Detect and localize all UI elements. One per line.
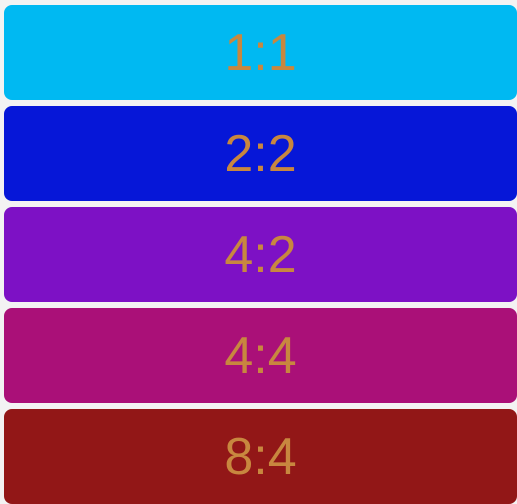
ratio-option-label: 8:4 <box>224 427 297 486</box>
ratio-option-label: 4:4 <box>224 326 297 385</box>
ratio-option-4-2[interactable]: 4:2 <box>4 207 517 302</box>
ratio-option-label: 1:1 <box>224 23 297 82</box>
ratio-option-2-2[interactable]: 2:2 <box>4 106 517 201</box>
aspect-ratio-option-list: 1:1 2:2 4:2 4:4 8:4 <box>4 5 517 504</box>
ratio-option-label: 4:2 <box>224 225 297 284</box>
ratio-option-8-4[interactable]: 8:4 <box>4 409 517 504</box>
ratio-option-1-1[interactable]: 1:1 <box>4 5 517 100</box>
ratio-option-label: 2:2 <box>224 124 297 183</box>
ratio-option-4-4[interactable]: 4:4 <box>4 308 517 403</box>
